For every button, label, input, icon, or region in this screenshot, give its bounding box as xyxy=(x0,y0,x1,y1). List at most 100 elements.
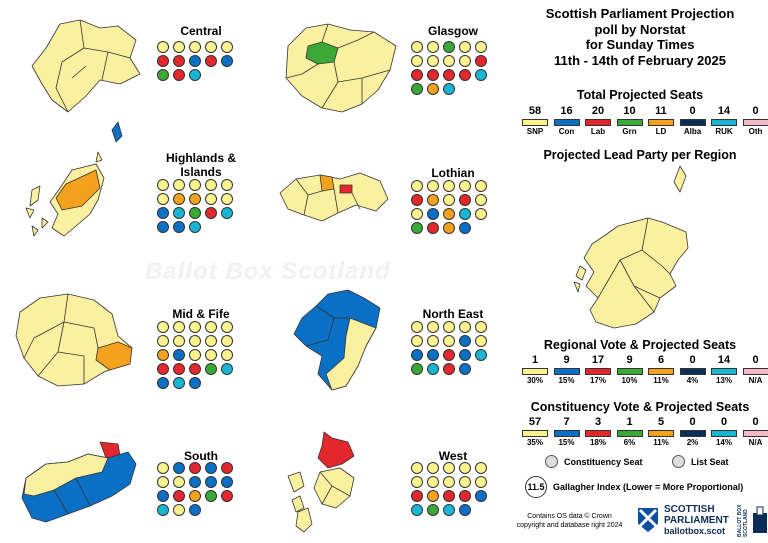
seat-dot xyxy=(443,349,455,361)
seat-dot xyxy=(475,69,487,81)
party-label: 14% xyxy=(715,438,732,447)
party-seat-count: 0 xyxy=(752,105,759,117)
seat-dot xyxy=(173,363,185,375)
seat-dot xyxy=(427,180,439,192)
seat-dot xyxy=(427,462,439,474)
seat-dot xyxy=(411,194,423,206)
seat-dot xyxy=(459,490,471,502)
seat-dot xyxy=(173,193,185,205)
logo-vertical-text: BALLOT BOX SCOTLAND xyxy=(736,504,749,538)
seat-dot xyxy=(427,321,439,333)
seat-dot xyxy=(173,55,185,67)
party-label: 11% xyxy=(653,438,669,447)
seat-dot xyxy=(221,179,233,191)
party-cell-snp: 58 SNP xyxy=(520,105,550,137)
party-swatch xyxy=(553,119,580,126)
list-seat-icon xyxy=(672,455,685,468)
seat-dot xyxy=(173,207,185,219)
seat-dot xyxy=(459,335,471,347)
seat-dot xyxy=(157,490,169,502)
seat-dot xyxy=(443,490,455,502)
regional-vote-heading: Regional Vote & Projected Seats xyxy=(543,338,737,352)
seat-dot xyxy=(189,377,201,389)
seat-dot xyxy=(189,179,201,191)
party-cell-grn: 9 10% xyxy=(615,354,645,386)
seat-dot xyxy=(157,41,169,53)
seat-dot xyxy=(221,321,233,333)
seat-dot xyxy=(443,55,455,67)
seat-dot xyxy=(157,207,169,219)
party-cell-alba: 0 4% xyxy=(678,354,708,386)
seat-dot xyxy=(205,462,217,474)
seat-dot xyxy=(459,222,471,234)
party-swatch xyxy=(616,430,643,437)
seat-dot xyxy=(475,490,487,502)
seat-dot xyxy=(443,41,455,53)
total-seats-bar: 58 SNP 16 Con 20 Lab 10 Grn 11 LD 0 Alba 14 RUK 0 Oth xyxy=(520,105,768,137)
party-swatch xyxy=(742,430,768,437)
region-label-central: Central xyxy=(180,24,222,38)
map-south xyxy=(21,441,137,523)
seat-dot xyxy=(475,41,487,53)
party-cell-lab: 17 17% xyxy=(583,354,613,386)
party-seat-count: 0 xyxy=(689,416,696,428)
party-cell-con: 7 15% xyxy=(552,416,582,448)
ballot-box-scotland-logo: SCOTTISH PARLIAMENT ballotbox.scot BALLO… xyxy=(636,503,768,537)
seat-dot xyxy=(443,504,455,516)
seat-dot xyxy=(205,193,217,205)
party-seat-count: 3 xyxy=(594,416,602,428)
seat-dot xyxy=(459,504,471,516)
seat-dot xyxy=(173,377,185,389)
region-label-highlands: Highlands & Islands xyxy=(165,151,236,179)
seat-dot xyxy=(459,41,471,53)
seat-dot xyxy=(189,41,201,53)
seat-dot xyxy=(157,462,169,474)
party-cell-ld: 11 LD xyxy=(646,105,676,137)
seat-dot xyxy=(443,194,455,206)
map-glasgow xyxy=(285,23,397,113)
seat-dot xyxy=(475,321,487,333)
seat-dot xyxy=(427,222,439,234)
party-swatch xyxy=(742,119,768,126)
seat-dot xyxy=(475,349,487,361)
map-lothian xyxy=(279,172,389,222)
seat-dot xyxy=(189,349,201,361)
seat-dot xyxy=(443,335,455,347)
seat-dot xyxy=(411,490,423,502)
party-label: Grn xyxy=(622,127,637,136)
seat-dot xyxy=(221,490,233,502)
seat-dot xyxy=(411,180,423,192)
party-seat-count: 58 xyxy=(528,105,542,117)
party-seat-count: 0 xyxy=(720,416,728,428)
seat-dot xyxy=(157,476,169,488)
logo-line-2: PARLIAMENT xyxy=(664,514,729,526)
seat-dot xyxy=(411,335,423,347)
seat-dot xyxy=(475,476,487,488)
seat-dot xyxy=(411,208,423,220)
party-label: 4% xyxy=(686,376,699,385)
party-seat-count: 57 xyxy=(528,416,542,428)
seat-dot xyxy=(459,208,471,220)
party-cell-alba: 0 Alba xyxy=(678,105,708,137)
seat-dot xyxy=(173,335,185,347)
seat-dot xyxy=(459,476,471,488)
gallagher-index: 11.5 Gallagher Index (Lower = More Propo… xyxy=(525,476,743,498)
gallagher-index-value: 11.5 xyxy=(525,476,547,498)
seat-dot xyxy=(411,462,423,474)
seat-dot xyxy=(443,462,455,474)
party-swatch xyxy=(648,368,674,375)
seat-dot xyxy=(189,207,201,219)
seat-grid-glasgow xyxy=(411,41,489,95)
party-seat-count: 6 xyxy=(657,354,665,366)
seat-dot xyxy=(205,321,217,333)
seat-dot xyxy=(475,55,487,67)
seat-dot xyxy=(221,363,233,375)
seat-dot xyxy=(475,208,487,220)
seat-dot xyxy=(427,55,439,67)
party-seat-count: 0 xyxy=(752,416,759,428)
legend-list-seat: List Seat xyxy=(672,455,729,468)
seat-dot xyxy=(459,349,471,361)
party-label: SNP xyxy=(526,127,544,136)
region-label-south: South xyxy=(184,449,218,463)
seat-dot xyxy=(443,69,455,81)
